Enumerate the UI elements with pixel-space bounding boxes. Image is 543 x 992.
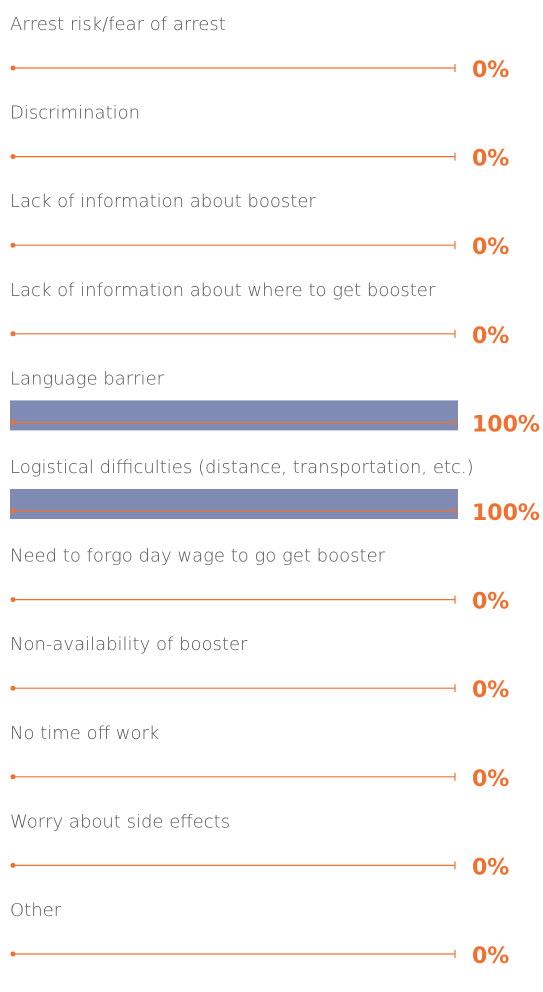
category-label: Worry about side effects xyxy=(10,811,230,832)
category-label: Language barrier xyxy=(10,368,165,389)
category-label: Lack of information about where to get b… xyxy=(10,280,436,301)
category-label: Lack of information about booster xyxy=(10,191,316,212)
category-label: Logistical difficulties (distance, trans… xyxy=(10,457,474,478)
value-label: 0% xyxy=(472,235,509,260)
value-label: 0% xyxy=(472,147,509,172)
track-dot xyxy=(10,65,16,71)
category-label: Discrimination xyxy=(10,103,140,124)
bar xyxy=(10,400,458,431)
track-dot xyxy=(10,774,16,780)
track-dot xyxy=(10,685,16,691)
value-label: 0% xyxy=(472,678,509,703)
category-label: Other xyxy=(10,900,62,921)
track-dot xyxy=(10,242,16,248)
value-label: 0% xyxy=(472,590,509,615)
value-label: 0% xyxy=(472,58,509,83)
value-label: 0% xyxy=(472,944,509,969)
track-dot xyxy=(10,419,16,425)
category-label: Arrest risk/fear of arrest xyxy=(10,14,226,35)
track-dot xyxy=(10,154,16,160)
category-label: Need to forgo day wage to go get booster xyxy=(10,546,386,567)
value-label: 0% xyxy=(472,767,509,792)
value-label: 0% xyxy=(472,855,509,880)
value-label: 100% xyxy=(472,412,540,437)
category-label: No time off work xyxy=(10,723,159,744)
category-label: Non-availability of booster xyxy=(10,634,248,655)
track-dot xyxy=(10,331,16,337)
track-dot xyxy=(10,862,16,868)
track-dot xyxy=(10,597,16,603)
value-label: 100% xyxy=(472,501,540,526)
value-label: 0% xyxy=(472,324,509,349)
track-dot xyxy=(10,951,16,957)
track-dot xyxy=(10,508,16,514)
bar xyxy=(10,489,458,519)
